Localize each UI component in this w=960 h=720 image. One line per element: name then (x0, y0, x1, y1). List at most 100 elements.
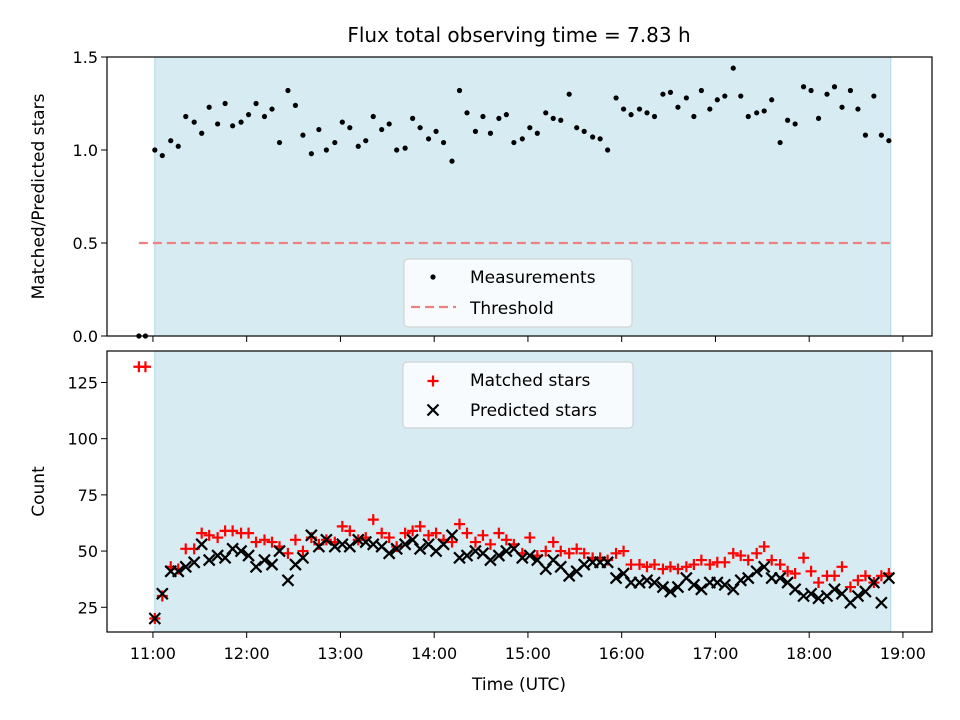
matched-star-point (139, 361, 151, 373)
predicted-star-point (773, 571, 787, 585)
predicted-star-point (211, 549, 224, 562)
predicted-star-point (718, 578, 732, 592)
measurement-point (714, 97, 720, 103)
measurement-point (487, 130, 494, 136)
measurement-point (308, 151, 314, 157)
x-tick-label: 13:00 (317, 644, 363, 663)
legend-measurement-marker (430, 274, 436, 280)
matched-star-point (657, 563, 669, 575)
matched-star-point (297, 545, 309, 557)
measurement-point (691, 113, 697, 120)
measurement-point (394, 147, 400, 153)
y-axis-label: Matched/Predicted stars (29, 93, 49, 299)
matched-star-point (500, 534, 512, 546)
measurement-point (449, 158, 455, 164)
measurement-point (855, 106, 861, 112)
predicted-star-point (788, 583, 802, 596)
matched-star-point (336, 520, 348, 532)
measurement-point (386, 121, 392, 127)
measurement-point (754, 110, 760, 116)
legend-predicted-label: Predicted stars (470, 401, 597, 421)
matched-star-point (282, 547, 294, 559)
measurement-point (628, 112, 634, 118)
measurement-point (769, 97, 775, 103)
legend-matched-label: Matched stars (470, 371, 590, 391)
predicted-star-point (851, 589, 865, 603)
matched-star-point (852, 574, 864, 586)
matched-star-point (344, 525, 356, 537)
matched-star-point (493, 527, 505, 539)
predicted-star-point (757, 560, 771, 574)
measurement-point (347, 125, 353, 131)
matched-star-point (704, 559, 716, 571)
y-tick-label: 100 (67, 430, 98, 449)
matched-star-point (782, 565, 794, 577)
predicted-star-point (656, 580, 670, 594)
matched-star-point (461, 527, 473, 539)
matched-star-point (836, 561, 848, 573)
matched-star-point (454, 518, 465, 530)
measurement-point (410, 115, 416, 121)
measurement-point (745, 113, 751, 120)
predicted-star-point (453, 551, 466, 565)
matched-star-point (399, 527, 411, 539)
measurement-point (636, 106, 643, 112)
predicted-star-point (234, 544, 248, 558)
measurement-point (292, 102, 299, 108)
predicted-star-point (359, 535, 373, 549)
matched-star-point (844, 581, 856, 593)
predicted-star-point (633, 576, 646, 589)
legend: Measurements Threshold (403, 258, 633, 328)
legend: Matched stars Predicted stars (402, 361, 634, 429)
predicted-star-point (460, 549, 474, 562)
matched-star-point (766, 554, 778, 566)
predicted-star-point (382, 547, 396, 560)
matched-star-point (664, 561, 676, 573)
measurement-point (644, 110, 650, 116)
measurement-point (534, 130, 540, 136)
y-tick-label: 0.0 (73, 327, 98, 346)
measurement-point (269, 106, 275, 112)
matched-star-point (688, 559, 700, 571)
measurement-point (402, 145, 408, 151)
measurement-point (230, 123, 236, 129)
measurement-point (245, 112, 252, 118)
matched-star-point (414, 520, 426, 532)
measurement-point (808, 87, 814, 94)
predicted-star-point (202, 553, 216, 567)
measurement-point (777, 139, 783, 146)
measurement-point (199, 130, 205, 136)
x-tick-label: 17:00 (692, 644, 738, 663)
predicted-star-point (390, 542, 403, 556)
matched-star-point (243, 527, 255, 539)
matched-star-point (484, 538, 496, 550)
measurement-point (285, 87, 291, 94)
measurement-point (862, 132, 869, 138)
axes-frame (106, 56, 933, 337)
measurement-point (472, 128, 479, 134)
matched-star-point (618, 545, 630, 557)
matched-star-point (610, 547, 622, 559)
predicted-star-point (351, 533, 365, 547)
measurement-point (785, 117, 791, 123)
measurement-point (581, 128, 587, 134)
measurement-point (222, 100, 228, 107)
predicted-star-point (398, 538, 412, 551)
predicted-star-point (797, 589, 810, 603)
measurement-point (667, 89, 674, 95)
measurement-point (175, 143, 181, 149)
x-tick-label: 12:00 (224, 644, 270, 663)
predicted-star-point (687, 578, 701, 592)
matched-star-point (727, 547, 739, 559)
measurement-point (761, 108, 767, 114)
predicted-star-point (741, 571, 755, 585)
predicted-star-point (148, 612, 162, 625)
y-tick-label: 1.0 (73, 141, 98, 160)
matched-star-point (813, 577, 825, 589)
predicted-star-point (804, 587, 818, 601)
matched-star-point (259, 534, 270, 546)
legend-box (403, 258, 633, 328)
measurement-point (519, 136, 525, 142)
matched-star-point (571, 543, 583, 555)
